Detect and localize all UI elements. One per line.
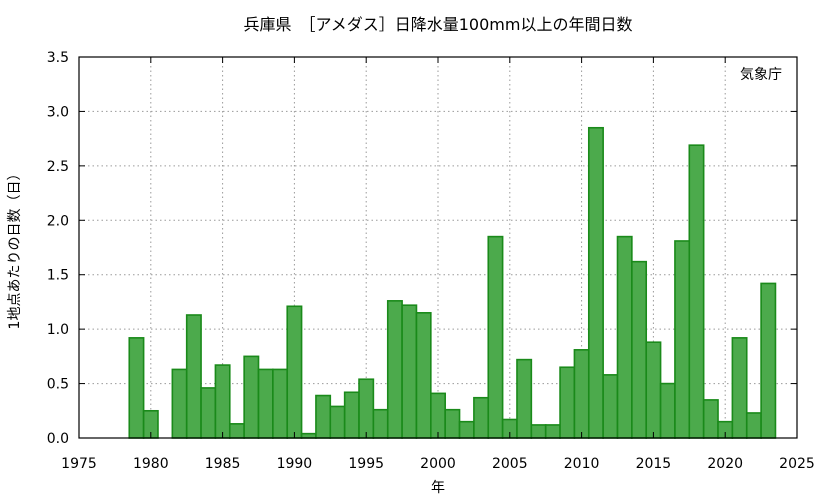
bar-1983 (185, 314, 202, 439)
x-tick-label: 2005 (492, 456, 528, 472)
bar-1993 (329, 405, 346, 439)
bar-2015 (645, 341, 662, 439)
x-tick-label: 1995 (348, 456, 384, 472)
y-tick-label: 0.5 (47, 377, 69, 393)
bar-2007 (530, 424, 547, 439)
bar-2006 (516, 358, 533, 439)
bar-1988 (257, 368, 274, 439)
bar-1987 (243, 355, 260, 439)
bar-2018 (688, 144, 705, 439)
bar-2001 (444, 408, 461, 439)
y-tick-label: 3.5 (47, 50, 69, 66)
y-tick-label: 1.0 (47, 322, 69, 338)
bar-1995 (358, 378, 375, 439)
bar-2016 (659, 382, 676, 439)
ticks: 1975 1980 1985 1990 1995 2000 2005 2010 2015 2020… (47, 50, 815, 472)
bar-1998 (401, 304, 418, 439)
x-tick-label: 2010 (564, 456, 600, 472)
bar-1991 (300, 432, 317, 439)
bars (128, 126, 777, 439)
y-axis-label: 1地点あたりの日数（日） (7, 167, 23, 330)
bar-2017 (674, 240, 691, 439)
y-tick-label: 1.5 (47, 268, 69, 284)
bar-1986 (228, 423, 245, 439)
bar-1996 (372, 408, 389, 439)
bar-1997 (386, 300, 403, 439)
x-tick-label: 2025 (779, 456, 815, 472)
bar-2000 (430, 392, 446, 439)
y-tick-label: 3.0 (47, 104, 69, 120)
bar-1982 (171, 368, 188, 439)
bar-2022 (745, 412, 762, 439)
bar-2021 (731, 337, 748, 439)
y-tick-label: 2.0 (47, 213, 69, 229)
bar-1979 (128, 337, 145, 439)
x-tick-label: 1975 (61, 456, 97, 472)
y-tick-label: 0.0 (47, 431, 69, 447)
source-label: 気象庁 (740, 67, 782, 83)
bar-2010 (573, 349, 590, 439)
bar-2008 (544, 424, 561, 439)
bar-2023 (760, 282, 777, 439)
bar-1994 (343, 391, 360, 439)
bar-1989 (272, 368, 289, 439)
x-tick-label: 2000 (420, 456, 456, 472)
bar-2012 (602, 374, 619, 439)
x-tick-label: 1990 (277, 456, 313, 472)
grid (79, 57, 797, 438)
bar-2002 (458, 420, 475, 439)
bar-1985 (214, 364, 231, 439)
bar-2009 (559, 366, 576, 439)
x-tick-label: 2015 (636, 456, 672, 472)
bar-1984 (200, 387, 217, 439)
chart-title: 兵庫県 ［アメダス］日降水量100mm以上の年間日数 (244, 15, 633, 34)
bar-2013 (616, 235, 633, 439)
x-axis-label: 年 (431, 480, 445, 496)
x-tick-label: 1985 (205, 456, 241, 472)
bar-2011 (587, 126, 604, 439)
bar-2019 (702, 399, 719, 439)
bar-1990 (286, 305, 303, 439)
bar-1992 (315, 394, 332, 439)
y-tick-label: 2.5 (47, 159, 69, 175)
bar-2003 (473, 396, 490, 439)
bar-2014 (631, 260, 648, 439)
bar-2004 (487, 235, 504, 439)
x-tick-label: 1980 (133, 456, 169, 472)
bar-1999 (415, 312, 432, 439)
x-tick-label: 2020 (707, 456, 743, 472)
